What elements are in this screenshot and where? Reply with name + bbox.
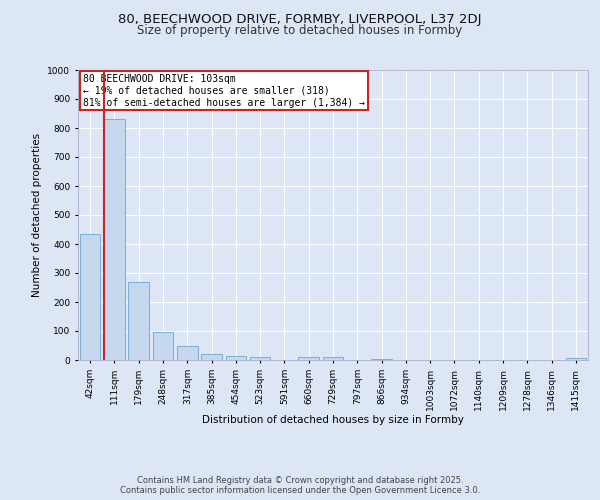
- Bar: [566, 358, 586, 360]
- X-axis label: Distribution of detached houses by size in Formby: Distribution of detached houses by size …: [202, 416, 464, 426]
- Bar: [177, 346, 197, 360]
- Text: 80 BEECHWOOD DRIVE: 103sqm
← 19% of detached houses are smaller (318)
81% of sem: 80 BEECHWOOD DRIVE: 103sqm ← 19% of deta…: [83, 74, 365, 108]
- Text: Size of property relative to detached houses in Formby: Size of property relative to detached ho…: [137, 24, 463, 37]
- Y-axis label: Number of detached properties: Number of detached properties: [32, 133, 42, 297]
- Bar: [80, 234, 100, 360]
- Bar: [371, 358, 392, 360]
- Text: Contains HM Land Registry data © Crown copyright and database right 2025.
Contai: Contains HM Land Registry data © Crown c…: [120, 476, 480, 495]
- Bar: [323, 357, 343, 360]
- Bar: [128, 282, 149, 360]
- Text: 80, BEECHWOOD DRIVE, FORMBY, LIVERPOOL, L37 2DJ: 80, BEECHWOOD DRIVE, FORMBY, LIVERPOOL, …: [118, 12, 482, 26]
- Bar: [226, 356, 246, 360]
- Bar: [250, 357, 271, 360]
- Bar: [152, 332, 173, 360]
- Bar: [298, 357, 319, 360]
- Bar: [104, 120, 125, 360]
- Bar: [201, 354, 222, 360]
